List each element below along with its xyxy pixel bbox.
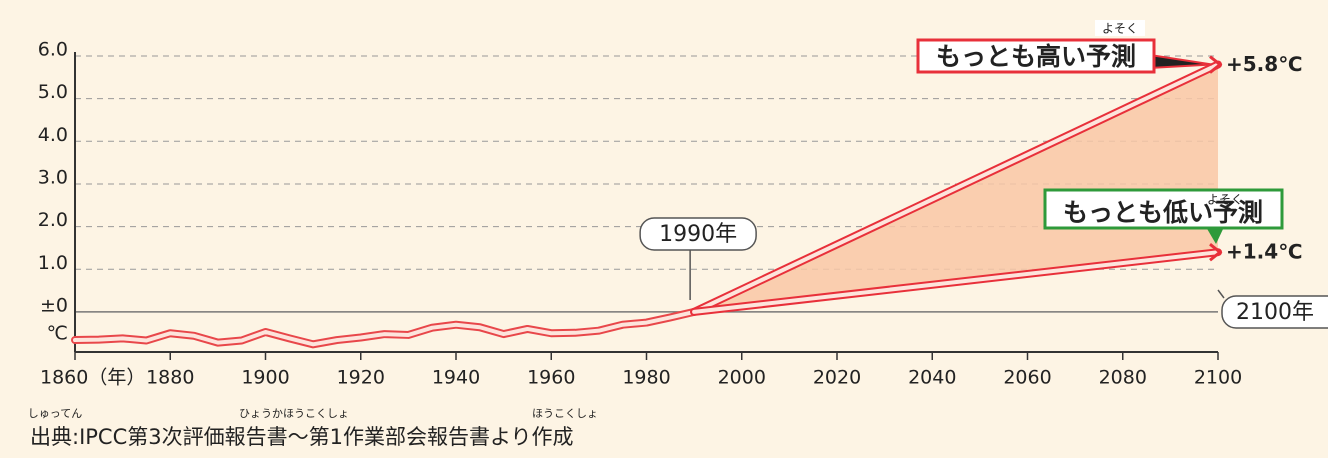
arrow-head [1209,243,1223,262]
x-tick-label: 2060 [1003,367,1051,389]
y-tick-label: 1.0 [38,252,68,274]
x-tick-label: 1940 [432,367,480,389]
source-ruby: ほうこくしょ [532,407,598,420]
annotation-text: 2100年 [1236,300,1314,325]
y-unit: ℃ [47,323,68,345]
y-tick-label: ±0 [40,294,68,316]
annotation-text: 1990年 [659,222,737,247]
x-tick-label: 2040 [908,367,956,389]
x-tick-label: 2080 [1099,367,1147,389]
annotation-pointer [1217,289,1225,299]
annotation-box [1221,295,1328,329]
ruby: よそく [1102,22,1138,36]
x-tick-label: 1960 [527,367,575,389]
arrow-head [1209,55,1223,74]
x-tick-label: 1860（年） [40,367,145,389]
y-tick-label: 5.0 [38,81,68,103]
value-label: +1.4℃ [1226,240,1302,264]
x-tick-label: 2020 [813,367,861,389]
x-tick-label: 2100 [1194,367,1242,389]
x-tick-label: 2000 [718,367,766,389]
annotation-box [639,217,757,251]
y-tick-label: 4.0 [38,124,68,146]
x-tick-label: 1920 [337,367,385,389]
source: 出典:IPCC第3次評価報告書〜第1作業部会報告書より作成 [30,425,574,449]
callout-box [916,38,1156,74]
x-tick-label: 1880 [146,367,194,389]
ruby-bg [1095,20,1145,36]
ruby: よそく [1207,193,1243,207]
callout-box [1043,188,1284,230]
callout-tail [1206,227,1224,244]
callout-text: もっとも低い予測 [1063,198,1263,227]
y-tick-label: 6.0 [38,39,68,61]
x-tick-label: 1900 [241,367,289,389]
y-tick-label: 3.0 [38,166,68,188]
source-ruby: ひょうかほうこくしょ [239,407,349,420]
x-tick-label: 1980 [622,367,670,389]
y-tick-label: 2.0 [38,209,68,231]
source-ruby: しゅってん [28,407,82,420]
line-inner [692,62,1220,314]
callout-text: もっとも高い予測 [936,42,1136,71]
line-inner [73,309,697,347]
line-inner [692,250,1220,314]
value-label: +5.8℃ [1226,52,1302,76]
